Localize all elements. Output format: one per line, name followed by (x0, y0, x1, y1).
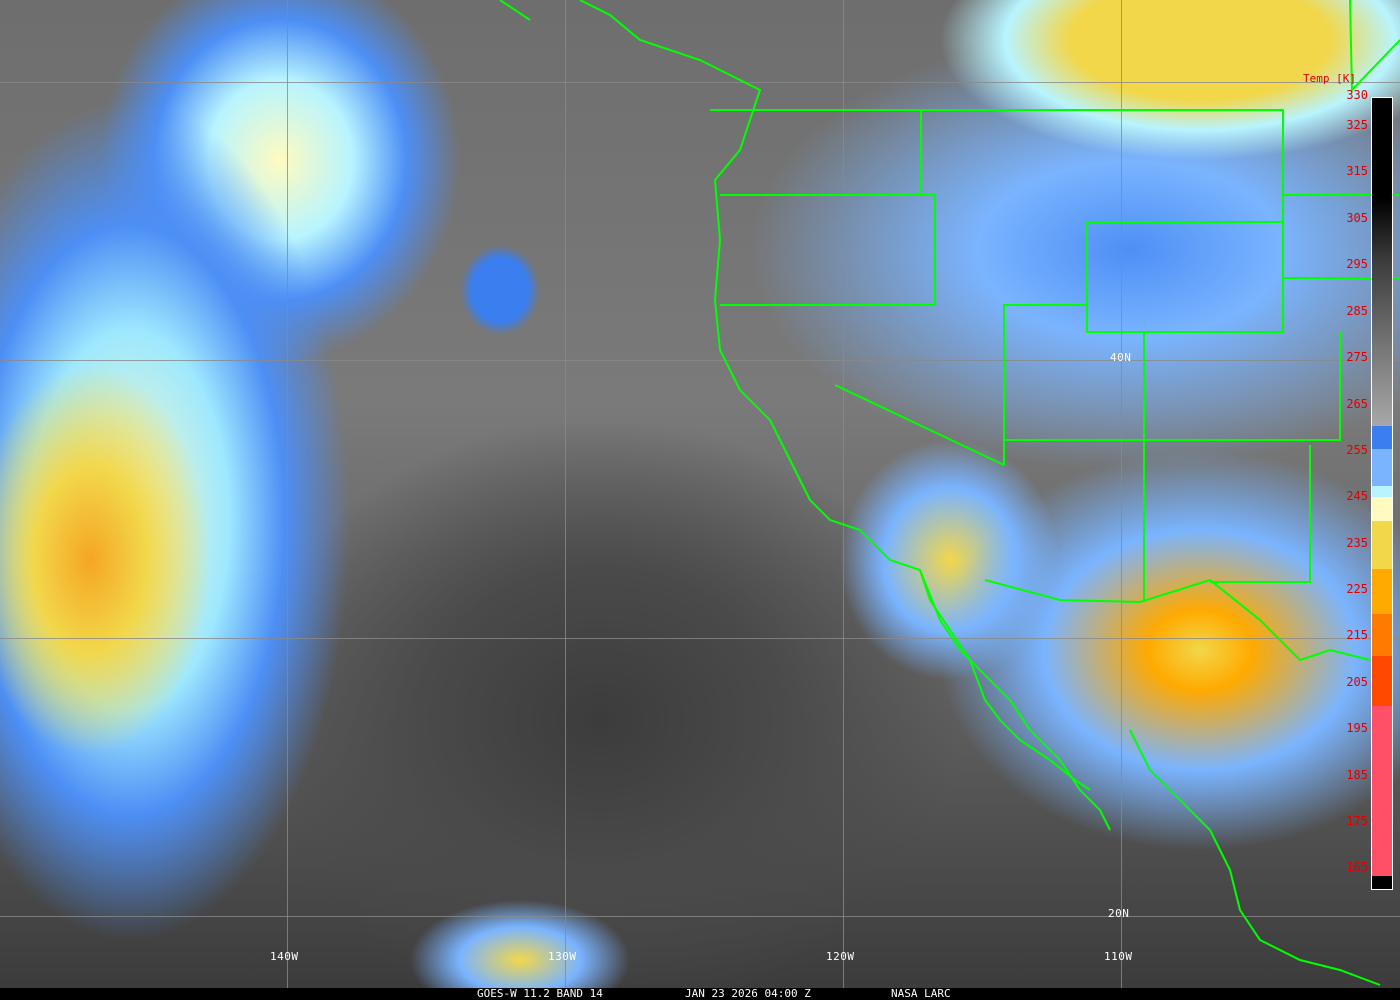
colorbar-tick-label: 305 (1346, 211, 1368, 225)
longitude-label-120w: 120W (826, 950, 855, 963)
colorbar-tick-label: 315 (1346, 164, 1368, 178)
colorbar-tick-label: 235 (1346, 536, 1368, 550)
colorbar-tick-label: 275 (1346, 350, 1368, 364)
colorbar-tick-label: 195 (1346, 721, 1368, 735)
source-label: NASA LARC (891, 987, 951, 1000)
colorbar-tick-label: 185 (1346, 768, 1368, 782)
colorbar-tick-label: 205 (1346, 675, 1368, 689)
longitude-line (565, 0, 566, 988)
latitude-line (0, 360, 1400, 361)
longitude-line (287, 0, 288, 988)
canada-border-line (760, 0, 1400, 111)
colorbar-tick-label: 165 (1346, 860, 1368, 874)
colorbar-tick-label: 225 (1346, 582, 1368, 596)
colorbar-tick-label: 215 (1346, 628, 1368, 642)
longitude-label-130w: 130W (548, 950, 577, 963)
colorbar-tick-label: 255 (1346, 443, 1368, 457)
colorbar-tick-label: 265 (1346, 397, 1368, 411)
mexico-border-line (984, 578, 1371, 662)
colorbar-tick-label: 245 (1346, 489, 1368, 503)
colorbar-tick-label: 295 (1346, 257, 1368, 271)
colorbar-tick-label: 330 (1346, 88, 1368, 102)
mexico-coast-line (1129, 729, 1381, 986)
product-label: GOES-W 11.2 BAND 14 (477, 987, 603, 1000)
longitude-line (1121, 0, 1122, 988)
datetime-label: JAN 23 2026 04:00 Z (685, 987, 811, 1000)
baja-line (919, 569, 1091, 791)
caption-bar: GOES-W 11.2 BAND 14 JAN 23 2026 04:00 Z … (0, 988, 1400, 1000)
colorbar-tick-label: 175 (1346, 814, 1368, 828)
longitude-label-140w: 140W (270, 950, 299, 963)
colorbar-title: Temp [K] (1303, 72, 1356, 85)
longitude-line (843, 0, 844, 988)
latitude-label-40n: 40N (1110, 351, 1132, 364)
longitude-label-110w: 110W (1104, 950, 1133, 963)
colorbar-tick-label: 285 (1346, 304, 1368, 318)
state-boundaries (710, 109, 1400, 602)
west-coast-line (499, 0, 1111, 831)
latitude-line (0, 916, 1400, 917)
temperature-colorbar (1371, 97, 1393, 890)
latitude-line (0, 82, 1400, 83)
latitude-line (0, 638, 1400, 639)
latitude-label-20n: 20N (1108, 907, 1130, 920)
colorbar-tick-label: 325 (1346, 118, 1368, 132)
